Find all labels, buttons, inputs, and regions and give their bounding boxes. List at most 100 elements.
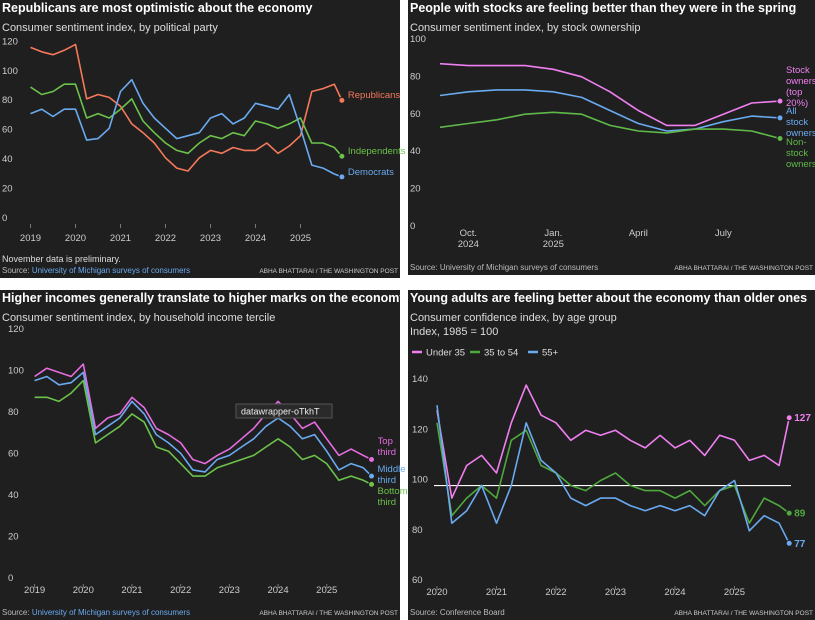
end-point bbox=[776, 114, 784, 122]
x-tick-label: 2024 bbox=[267, 585, 288, 596]
x-tick-label: 2023 bbox=[219, 585, 240, 596]
y-tick-label: 60 bbox=[2, 125, 13, 136]
credit: ABHA BHATTARAI / THE WASHINGTON POST bbox=[259, 610, 398, 617]
series-label-box: Non-stock owners bbox=[786, 136, 815, 170]
y-tick-label: 100 bbox=[412, 475, 428, 486]
x-tick-label-box: July bbox=[715, 228, 732, 239]
x-tick-label: 2019 bbox=[24, 585, 45, 596]
end-point bbox=[338, 152, 346, 160]
x-tick-label: Jan. 2025 bbox=[542, 228, 564, 250]
end-point bbox=[338, 96, 346, 104]
series-label-box: Bottom third bbox=[377, 486, 408, 509]
y-tick-label: 20 bbox=[2, 184, 13, 195]
series-line bbox=[436, 405, 790, 544]
credit: ABHA BHATTARAI / THE WASHINGTON POST bbox=[674, 610, 813, 617]
end-value-label: 89 bbox=[794, 509, 806, 520]
x-tick-label: 2022 bbox=[170, 585, 191, 596]
x-tick-label-box: Oct. 2024 bbox=[457, 228, 479, 250]
end-point bbox=[368, 456, 376, 463]
x-tick-label: 2022 bbox=[155, 233, 176, 244]
series-label: Non-stock owners bbox=[786, 136, 815, 170]
y-tick-label: 100 bbox=[410, 34, 426, 45]
x-tick-label: April bbox=[628, 228, 648, 239]
series-line bbox=[34, 371, 373, 477]
x-tick-label: 2025 bbox=[290, 233, 311, 244]
y-tick-label: 0 bbox=[8, 573, 13, 584]
y-tick-label: 40 bbox=[8, 490, 19, 501]
y-tick-label: 80 bbox=[2, 95, 13, 106]
series-label: Independents bbox=[347, 146, 406, 158]
y-tick-label: 60 bbox=[8, 449, 19, 460]
source-prefix: Source: bbox=[410, 608, 438, 617]
x-tick-label: 2024 bbox=[245, 233, 266, 244]
y-tick-label: 80 bbox=[8, 407, 19, 418]
series-line bbox=[34, 363, 372, 465]
end-point bbox=[368, 480, 376, 488]
y-tick-label: 100 bbox=[2, 66, 18, 77]
end-point bbox=[785, 414, 793, 422]
x-tick-label: 2021 bbox=[121, 585, 142, 596]
chart-subtitle: Consumer sentiment index, by stock owner… bbox=[410, 22, 641, 34]
series-line bbox=[439, 111, 781, 140]
series-label-box: Democrats bbox=[348, 167, 394, 178]
panel bbox=[408, 0, 815, 275]
x-tick-label: 2019 bbox=[20, 233, 41, 244]
x-tick-label: Oct. 2024 bbox=[457, 228, 479, 250]
x-tick-label-box: Jan. 2025 bbox=[542, 228, 564, 250]
chart-note: November data is preliminary. bbox=[2, 254, 121, 264]
source-prefix: Source: bbox=[2, 608, 30, 617]
end-value-label: 77 bbox=[794, 539, 806, 550]
end-point bbox=[785, 539, 793, 547]
chart-subtitle: Consumer sentiment index, by political p… bbox=[2, 22, 218, 34]
y-tick-label: 80 bbox=[410, 71, 421, 82]
series-line bbox=[436, 422, 790, 524]
chart-title: Republicans are most optimistic about th… bbox=[2, 1, 313, 15]
x-tick-label: 2020 bbox=[65, 233, 86, 244]
end-point bbox=[776, 135, 784, 142]
series-line bbox=[436, 384, 790, 499]
series-line bbox=[30, 83, 343, 157]
y-tick-label: 60 bbox=[410, 109, 421, 120]
y-tick-label: 20 bbox=[8, 532, 19, 543]
x-tick-label: 2022 bbox=[545, 587, 566, 598]
series-label: Top third bbox=[377, 435, 397, 458]
source-name: University of Michigan surveys of consum… bbox=[32, 608, 190, 617]
series-line bbox=[439, 62, 781, 127]
y-tick-label: 60 bbox=[412, 575, 423, 586]
x-tick-label: 2023 bbox=[200, 233, 221, 244]
end-point bbox=[338, 173, 346, 181]
y-tick-label: 0 bbox=[2, 213, 7, 224]
x-tick-label: 2023 bbox=[605, 587, 626, 598]
y-tick-label: 40 bbox=[2, 154, 13, 165]
end-point bbox=[776, 97, 784, 105]
series-line bbox=[30, 78, 343, 178]
x-tick-label: 2021 bbox=[110, 233, 131, 244]
source-name: University of Michigan surveys of consum… bbox=[32, 266, 190, 275]
source-name: University of Michigan surveys of consum… bbox=[440, 263, 598, 272]
panel bbox=[408, 290, 815, 620]
y-tick-label: 120 bbox=[412, 424, 428, 435]
chart-subtitle: Consumer confidence index, by age group bbox=[410, 312, 617, 324]
source: Source: Conference Board bbox=[410, 608, 505, 617]
series-label: Middle third bbox=[377, 464, 406, 487]
source: Source: University of Michigan surveys o… bbox=[2, 266, 190, 275]
end-value-label: 127 bbox=[794, 413, 811, 424]
series-line bbox=[34, 379, 372, 486]
panel bbox=[0, 0, 400, 278]
y-tick-label: 140 bbox=[412, 374, 428, 385]
series-label-box: Independents bbox=[347, 146, 406, 158]
annotation: datawrapper-oTkhT bbox=[241, 407, 320, 417]
x-tick-label: 2024 bbox=[664, 587, 685, 598]
series-label: Republicans bbox=[347, 90, 401, 102]
panel bbox=[0, 290, 400, 620]
series-label-box: Top third bbox=[377, 435, 397, 458]
annotation-box bbox=[235, 403, 333, 419]
x-tick-label: 2020 bbox=[426, 587, 447, 598]
x-tick-label: 2025 bbox=[724, 587, 745, 598]
x-tick-label: 2021 bbox=[486, 587, 507, 598]
series-label: Bottom third bbox=[377, 486, 408, 509]
source-name: Conference Board bbox=[440, 608, 505, 617]
series-label-box: All stock owners bbox=[786, 106, 815, 139]
